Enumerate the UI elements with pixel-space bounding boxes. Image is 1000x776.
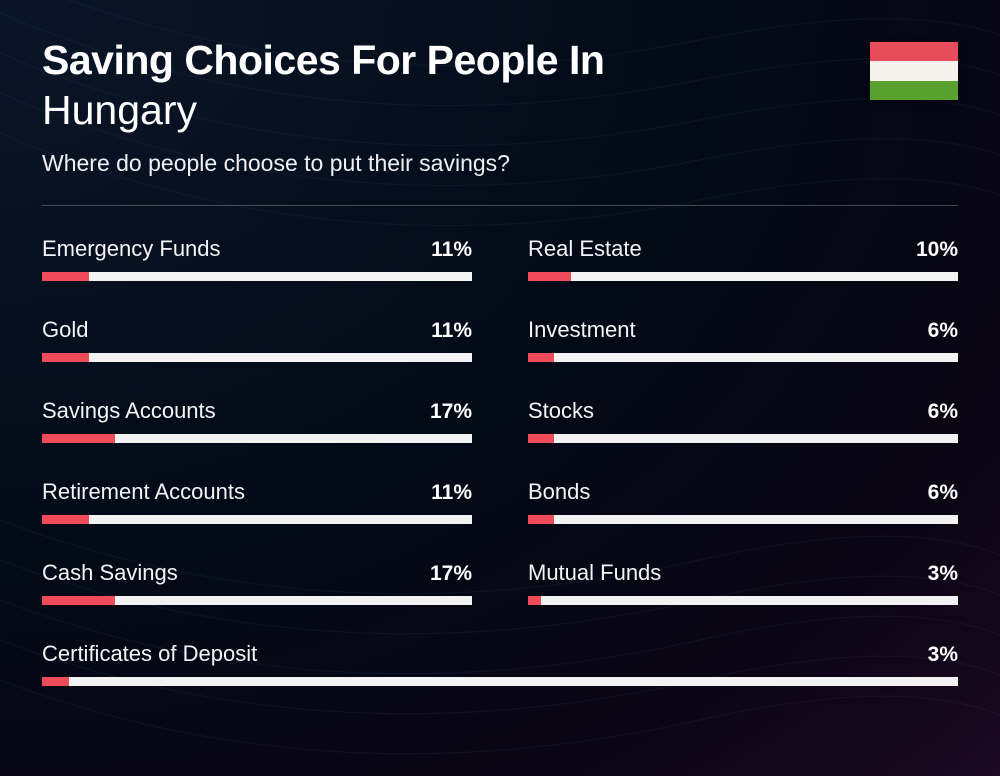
bar-item: Emergency Funds 11%	[42, 236, 472, 281]
bar-item-head: Savings Accounts 17%	[42, 398, 472, 424]
bar-item-head: Investment 6%	[528, 317, 958, 343]
bar-track	[528, 272, 958, 281]
bars-grid: Emergency Funds 11% Real Estate 10% Gold 11% I…	[42, 236, 958, 686]
bar-item: Real Estate 10%	[528, 236, 958, 281]
bar-item: Bonds 6%	[528, 479, 958, 524]
bar-item-head: Bonds 6%	[528, 479, 958, 505]
bar-item-head: Certificates of Deposit 3%	[42, 641, 958, 667]
bar-fill	[528, 353, 554, 362]
bar-track	[528, 353, 958, 362]
bar-label: Investment	[528, 317, 636, 343]
bar-fill	[42, 353, 89, 362]
infographic-content: Saving Choices For People In Hungary Whe…	[0, 0, 1000, 716]
bar-value: 11%	[431, 319, 472, 343]
bar-label: Savings Accounts	[42, 398, 216, 424]
bar-label: Real Estate	[528, 236, 642, 262]
bar-item: Stocks 6%	[528, 398, 958, 443]
bar-track	[42, 596, 472, 605]
bar-track	[42, 515, 472, 524]
bar-value: 3%	[928, 643, 958, 667]
title-line1: Saving Choices For People In	[42, 38, 870, 83]
bar-item: Gold 11%	[42, 317, 472, 362]
bar-item-head: Stocks 6%	[528, 398, 958, 424]
bar-fill	[528, 272, 571, 281]
bar-item: Cash Savings 17%	[42, 560, 472, 605]
divider	[42, 205, 958, 206]
bar-fill	[42, 677, 69, 686]
bar-label: Cash Savings	[42, 560, 178, 586]
bar-label: Retirement Accounts	[42, 479, 245, 505]
bar-track	[42, 272, 472, 281]
header-row: Saving Choices For People In Hungary Whe…	[42, 38, 958, 177]
bar-label: Bonds	[528, 479, 590, 505]
bar-value: 6%	[928, 481, 958, 505]
bar-label: Gold	[42, 317, 88, 343]
bar-value: 11%	[431, 481, 472, 505]
bar-item: Retirement Accounts 11%	[42, 479, 472, 524]
bar-item-head: Mutual Funds 3%	[528, 560, 958, 586]
bar-fill	[528, 434, 554, 443]
bar-label: Certificates of Deposit	[42, 641, 257, 667]
bar-item: Certificates of Deposit 3%	[42, 641, 958, 686]
bar-fill	[42, 515, 89, 524]
bar-label: Mutual Funds	[528, 560, 661, 586]
bar-item-head: Real Estate 10%	[528, 236, 958, 262]
bar-item-head: Cash Savings 17%	[42, 560, 472, 586]
bar-track	[528, 515, 958, 524]
bar-value: 17%	[430, 400, 472, 424]
flag-stripe	[870, 61, 958, 80]
title-line2: Hungary	[42, 85, 870, 136]
bar-track	[42, 677, 958, 686]
bar-item: Mutual Funds 3%	[528, 560, 958, 605]
bar-track	[42, 434, 472, 443]
title-block: Saving Choices For People In Hungary Whe…	[42, 38, 870, 177]
bar-item: Investment 6%	[528, 317, 958, 362]
bar-item: Savings Accounts 17%	[42, 398, 472, 443]
bar-track	[42, 353, 472, 362]
bar-item-head: Retirement Accounts 11%	[42, 479, 472, 505]
bar-value: 11%	[431, 238, 472, 262]
bar-fill	[42, 272, 89, 281]
bar-item-head: Gold 11%	[42, 317, 472, 343]
bar-track	[528, 596, 958, 605]
bar-value: 17%	[430, 562, 472, 586]
bar-value: 6%	[928, 319, 958, 343]
bar-value: 6%	[928, 400, 958, 424]
bar-fill	[42, 596, 115, 605]
subtitle: Where do people choose to put their savi…	[42, 150, 870, 177]
bar-value: 10%	[916, 238, 958, 262]
bar-label: Stocks	[528, 398, 594, 424]
bar-label: Emergency Funds	[42, 236, 221, 262]
bar-fill	[528, 515, 554, 524]
bar-item-head: Emergency Funds 11%	[42, 236, 472, 262]
flag-hungary-icon	[870, 42, 958, 100]
bar-value: 3%	[928, 562, 958, 586]
bar-track	[528, 434, 958, 443]
bar-fill	[42, 434, 115, 443]
bar-fill	[528, 596, 541, 605]
flag-stripe	[870, 81, 958, 100]
flag-stripe	[870, 42, 958, 61]
